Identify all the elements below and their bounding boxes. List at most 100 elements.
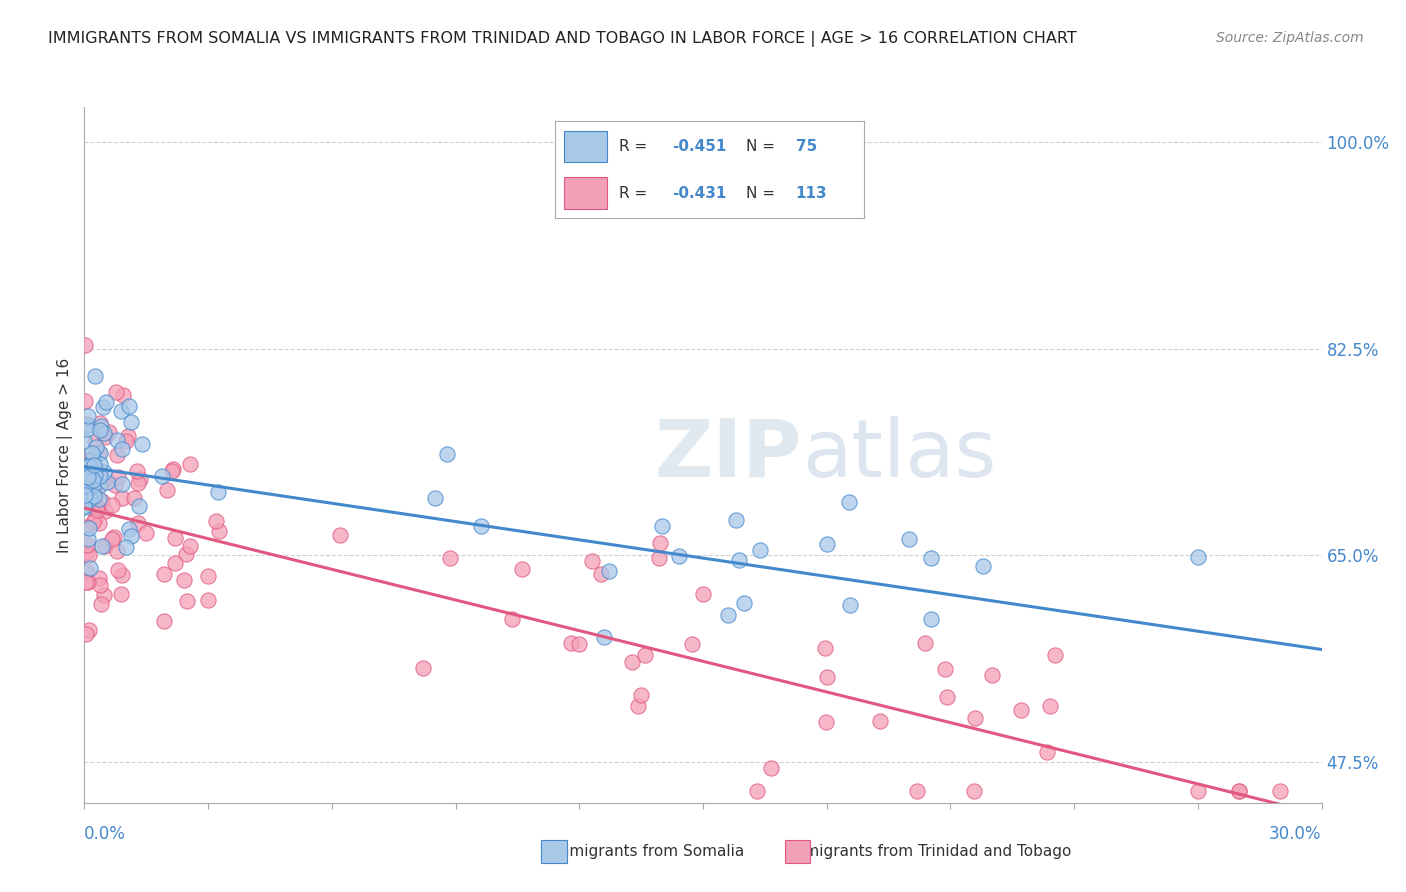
- Point: [91, 494, 114, 508]
- Point: [329, 528, 352, 542]
- Point: [1010, 703, 1032, 717]
- Point: [592, 630, 614, 644]
- Point: [79, 561, 101, 575]
- Point: [94, 430, 117, 444]
- Point: [82, 451, 104, 466]
- Point: [207, 485, 229, 500]
- Point: [1270, 784, 1292, 798]
- Point: [869, 714, 891, 728]
- Point: [77, 532, 100, 546]
- Point: [748, 543, 770, 558]
- Point: [1227, 784, 1250, 798]
- Point: [920, 612, 942, 626]
- Point: [83, 489, 105, 503]
- Point: [668, 549, 690, 563]
- Point: [1227, 784, 1250, 798]
- Point: [110, 587, 132, 601]
- Point: [914, 636, 936, 650]
- Point: [83, 477, 105, 491]
- Point: [75, 458, 97, 473]
- Point: [115, 541, 138, 555]
- Text: IMMIGRANTS FROM SOMALIA VS IMMIGRANTS FROM TRINIDAD AND TOBAGO IN LABOR FORCE | : IMMIGRANTS FROM SOMALIA VS IMMIGRANTS FR…: [48, 31, 1077, 47]
- Point: [815, 670, 838, 684]
- Point: [1036, 745, 1059, 759]
- Point: [626, 699, 648, 714]
- Point: [75, 500, 97, 514]
- Point: [87, 478, 110, 492]
- Point: [101, 532, 124, 546]
- Point: [87, 516, 110, 531]
- Point: [838, 495, 860, 509]
- Point: [77, 459, 100, 474]
- Point: [89, 446, 111, 460]
- Point: [89, 457, 111, 471]
- Point: [905, 784, 928, 798]
- Point: [73, 499, 96, 513]
- Point: [84, 512, 107, 526]
- Y-axis label: In Labor Force | Age > 16: In Labor Force | Age > 16: [58, 358, 73, 552]
- Point: [1043, 648, 1066, 662]
- Point: [82, 451, 104, 466]
- Point: [153, 566, 176, 581]
- Point: [73, 488, 96, 502]
- Point: [110, 477, 132, 491]
- Text: 0.0%: 0.0%: [84, 825, 127, 843]
- Point: [77, 548, 100, 562]
- Point: [82, 446, 104, 460]
- Point: [111, 442, 134, 456]
- Point: [128, 499, 150, 513]
- Point: [76, 545, 98, 559]
- Point: [651, 518, 673, 533]
- Point: [91, 539, 114, 553]
- Point: [75, 417, 97, 432]
- Point: [93, 426, 115, 441]
- Point: [179, 457, 201, 471]
- Point: [105, 449, 128, 463]
- Point: [681, 637, 703, 651]
- Point: [91, 401, 114, 415]
- Point: [815, 537, 838, 551]
- Text: Immigrants from Somalia: Immigrants from Somalia: [550, 845, 744, 859]
- Point: [112, 387, 135, 401]
- Point: [111, 568, 134, 582]
- Point: [75, 470, 97, 484]
- Point: [103, 477, 125, 491]
- Point: [89, 423, 111, 437]
- Point: [83, 458, 105, 472]
- Point: [560, 636, 582, 650]
- Point: [125, 464, 148, 478]
- Point: [727, 553, 749, 567]
- Point: [205, 514, 228, 528]
- Text: 30.0%: 30.0%: [1270, 825, 1322, 843]
- Point: [648, 551, 671, 566]
- Text: atlas: atlas: [801, 416, 997, 494]
- Point: [73, 434, 96, 449]
- Point: [86, 500, 108, 514]
- Point: [1039, 699, 1062, 714]
- Point: [759, 761, 782, 775]
- Point: [89, 465, 111, 479]
- Point: [179, 539, 201, 553]
- Point: [76, 519, 98, 533]
- Point: [470, 519, 492, 533]
- Point: [105, 433, 128, 447]
- Point: [598, 564, 620, 578]
- Point: [747, 784, 769, 798]
- Point: [86, 441, 108, 455]
- Text: Source: ZipAtlas.com: Source: ZipAtlas.com: [1216, 31, 1364, 45]
- Point: [630, 688, 652, 702]
- Point: [89, 417, 111, 431]
- Point: [90, 419, 112, 434]
- Point: [163, 531, 186, 545]
- Point: [86, 502, 108, 516]
- Point: [76, 418, 98, 433]
- Point: [82, 484, 104, 499]
- Point: [197, 568, 219, 582]
- Point: [589, 566, 612, 581]
- Point: [83, 434, 105, 448]
- Point: [120, 529, 142, 543]
- Point: [920, 551, 942, 566]
- Point: [75, 453, 97, 467]
- Point: [110, 404, 132, 418]
- Point: [76, 422, 98, 436]
